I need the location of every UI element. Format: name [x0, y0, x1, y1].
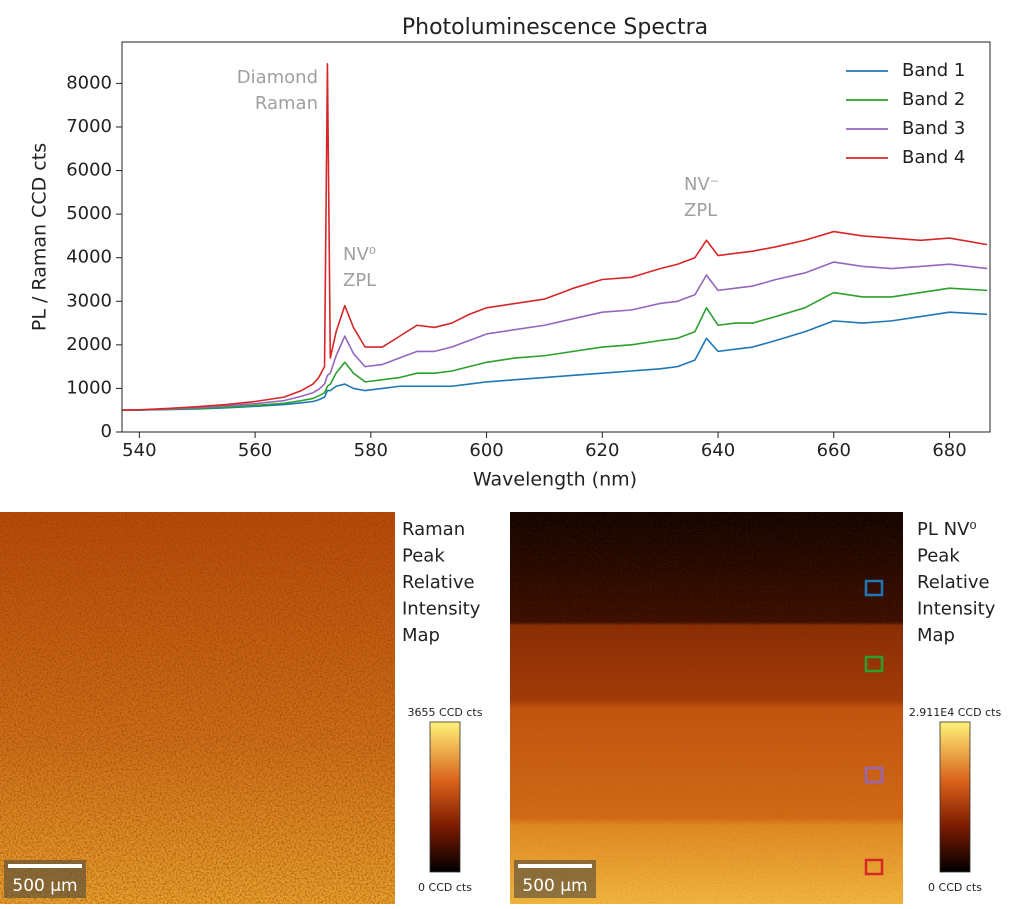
y-tick-label: 3000 — [66, 290, 112, 311]
axes-frame — [121, 41, 991, 433]
map-texture — [510, 512, 903, 904]
y-tick-label: 0 — [101, 421, 112, 442]
region-marker — [864, 766, 884, 784]
series-line — [122, 311, 988, 412]
x-tick-label: 560 — [238, 440, 272, 461]
x-axis-label: Wavelength (nm) — [473, 469, 637, 491]
x-tick-label: 680 — [932, 440, 966, 461]
scale-bar — [518, 864, 592, 868]
x-tick-label: 540 — [122, 440, 156, 461]
map-title: Peak — [402, 546, 445, 567]
legend-label: Band 1 — [902, 60, 965, 81]
map-texture — [0, 512, 395, 904]
region-marker — [864, 655, 884, 673]
colorbar-max-label: 3655 CCD cts — [408, 706, 483, 719]
colorbar-min-label: 0 CCD cts — [928, 881, 982, 894]
legend-label: Band 3 — [902, 118, 965, 139]
y-tick-label: 2000 — [66, 334, 112, 355]
scale-bar-label: 500 µm — [522, 876, 587, 896]
map-title: Map — [402, 625, 440, 646]
x-tick-label: 640 — [701, 440, 735, 461]
spectra-chart: Photoluminescence Spectra Wavelength (nm)… — [29, 15, 991, 491]
series-line — [122, 287, 988, 412]
legend-label: Band 4 — [902, 147, 965, 168]
raman-map: 500 µm 3655 CCD cts 0 CCD cts Raman Peak R… — [0, 512, 483, 904]
x-tick-label: 660 — [817, 440, 851, 461]
map-title: Peak — [917, 546, 960, 567]
y-axis-label: PL / Raman CCD cts — [29, 143, 51, 331]
y-tick-label: 8000 — [66, 72, 112, 93]
legend-label: Band 2 — [902, 89, 965, 110]
annotation: Diamond — [237, 67, 318, 88]
map-title: PL NV⁰ — [917, 519, 977, 540]
colorbar — [939, 721, 971, 873]
map-title: Relative — [917, 572, 990, 593]
map-title: Intensity — [917, 599, 996, 620]
series-line — [122, 261, 988, 412]
y-tick-label: 4000 — [66, 247, 112, 268]
x-tick-label: 600 — [469, 440, 503, 461]
region-marker — [864, 579, 884, 597]
y-tick-label: 7000 — [66, 116, 112, 137]
x-tick-label: 580 — [354, 440, 388, 461]
scale-bar — [8, 864, 82, 868]
series-line — [122, 62, 988, 412]
pl-map: 500 µm 2.911E4 CCD cts 0 CCD cts PL NV⁰ P… — [510, 512, 1001, 904]
chart-title: Photoluminescence Spectra — [402, 15, 708, 40]
y-tick-label: 6000 — [66, 160, 112, 181]
annotation: Raman — [255, 93, 318, 114]
annotation: ZPL — [343, 270, 376, 291]
map-title: Raman — [402, 519, 465, 540]
colorbar — [429, 721, 461, 873]
colorbar-min-label: 0 CCD cts — [418, 881, 472, 894]
region-marker — [864, 858, 884, 876]
annotation: ZPL — [684, 200, 717, 221]
map-title: Relative — [402, 572, 475, 593]
colorbar-max-label: 2.911E4 CCD cts — [909, 706, 1002, 719]
map-title: Intensity — [402, 599, 481, 620]
plot-area — [122, 62, 988, 412]
x-tick-label: 620 — [585, 440, 619, 461]
annotation: NV⁰ — [343, 244, 376, 265]
scale-bar-label: 500 µm — [12, 876, 77, 896]
y-tick-label: 1000 — [66, 377, 112, 398]
y-tick-label: 5000 — [66, 203, 112, 224]
annotation: NV⁻ — [684, 174, 719, 195]
map-title: Map — [917, 625, 955, 646]
